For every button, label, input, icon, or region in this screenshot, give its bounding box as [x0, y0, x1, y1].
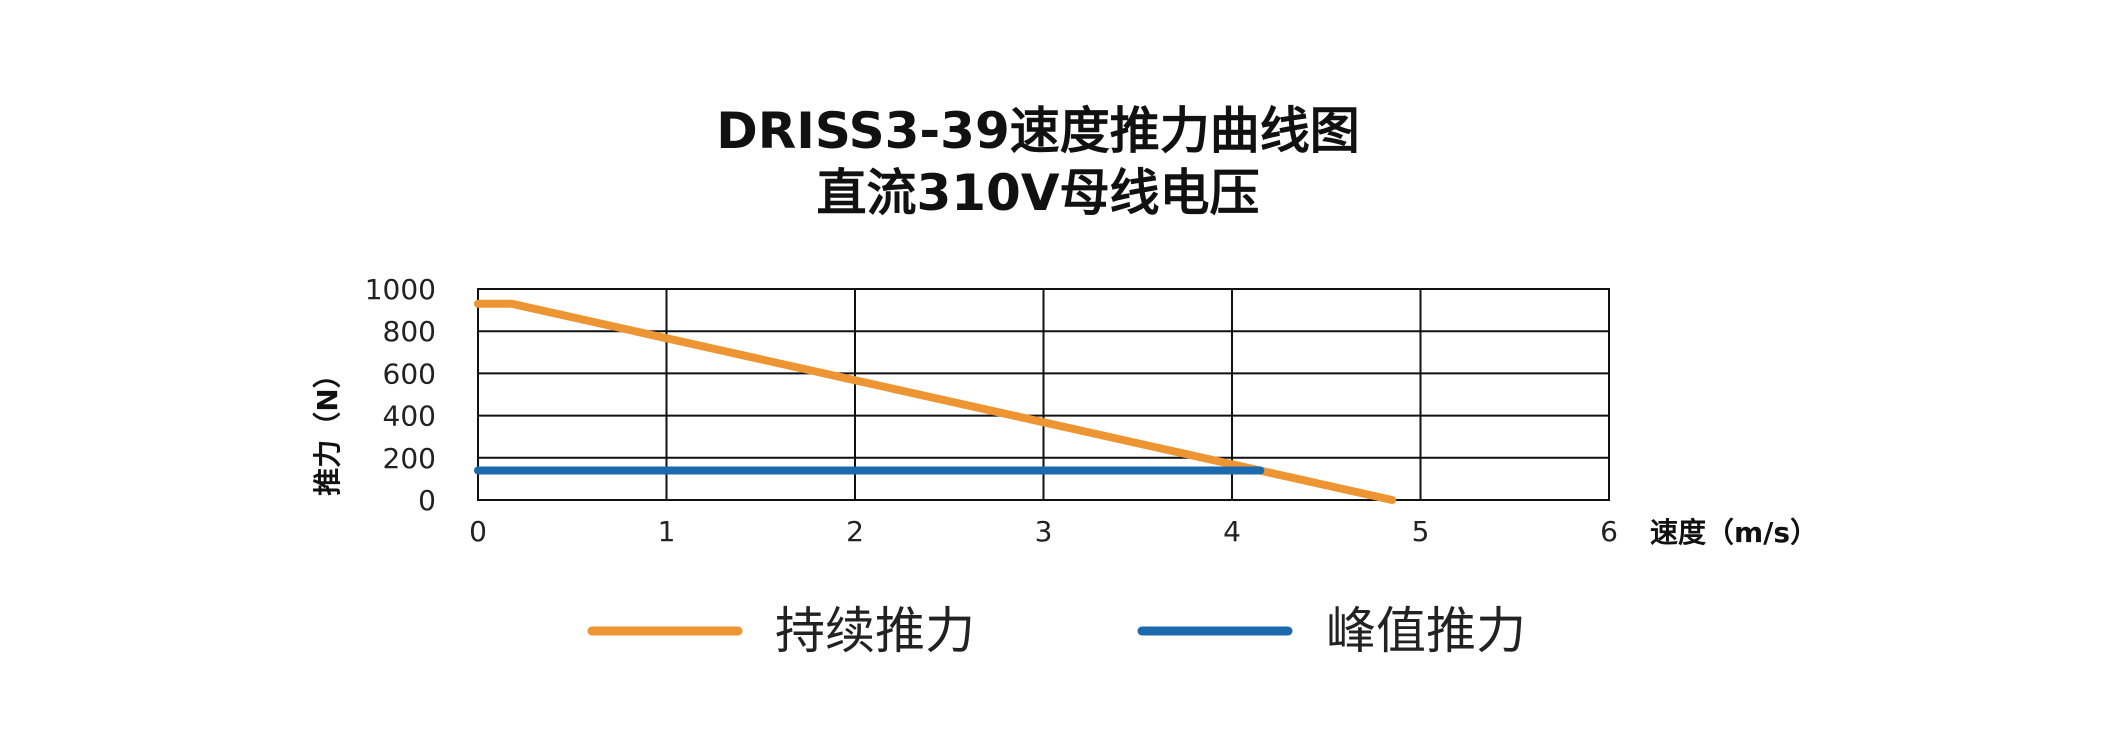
y-tick-label: 800 [383, 315, 436, 348]
series-lines [474, 299, 1397, 504]
y-tick-label: 600 [383, 357, 436, 390]
x-tick-label: 0 [469, 515, 487, 548]
x-axis-label: 速度（m/s） [1650, 516, 1818, 549]
y-tick-label: 200 [383, 442, 436, 475]
tick-labels: 0 1 2 3 4 5 6 0 200 400 600 800 1000 [365, 273, 1618, 548]
series-line-0 [474, 299, 1397, 504]
y-tick-label: 1000 [365, 273, 436, 306]
x-tick-label: 1 [658, 515, 676, 548]
x-tick-label: 2 [846, 515, 864, 548]
y-tick-label: 400 [383, 400, 436, 433]
legend-label-0: 持续推力 [775, 602, 975, 660]
x-tick-label: 5 [1412, 515, 1430, 548]
chart-title-line-2: 直流310V母线电压 [816, 164, 1259, 222]
legend: 持续推力 峰值推力 [587, 602, 1526, 660]
x-tick-label: 3 [1035, 515, 1053, 548]
legend-label-1: 峰值推力 [1326, 602, 1526, 660]
x-tick-label: 6 [1600, 515, 1618, 548]
y-axis-label: 推力（N） [311, 360, 344, 495]
x-tick-label: 4 [1223, 515, 1241, 548]
chart-title-line-1: DRISS3-39速度推力曲线图 [716, 102, 1360, 160]
y-tick-label: 0 [418, 484, 436, 517]
